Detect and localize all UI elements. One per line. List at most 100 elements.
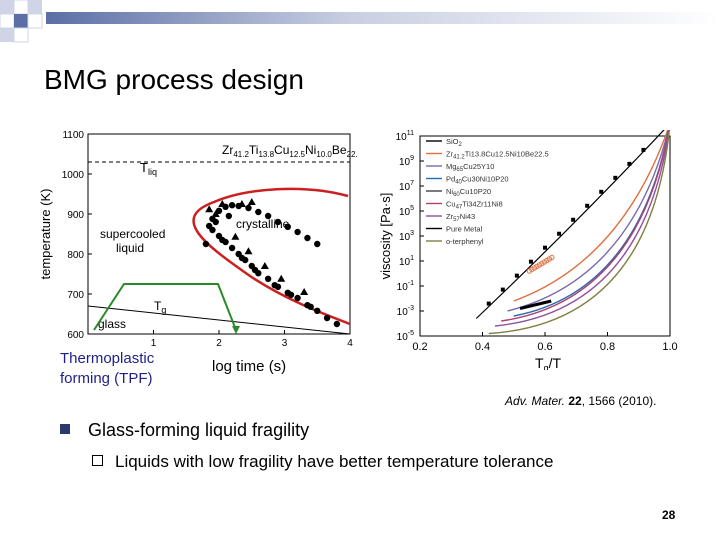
tliq-label: Tliq <box>140 160 157 177</box>
zr-marker <box>549 254 555 261</box>
ttt-ytick-label: 800 <box>67 250 84 261</box>
ttt-data-point <box>219 236 226 244</box>
legend-entry: SiO2 <box>446 137 463 148</box>
ttt-data-point <box>228 202 236 209</box>
alloy-subscript: 12.5 <box>289 150 305 159</box>
tpf-label-line2: forming (TPF) <box>60 370 153 387</box>
viscosity-curve <box>488 130 670 335</box>
sio2-marker <box>528 259 533 264</box>
sio2-marker <box>627 161 632 166</box>
supercooled-label-1: supercooled <box>100 227 165 241</box>
ttt-data-triangle <box>300 288 309 295</box>
tpf-path <box>93 283 237 331</box>
frag-xtick-label: 0.8 <box>600 341 615 353</box>
viscosity-curve <box>494 130 670 327</box>
ttt-data-point <box>264 275 272 282</box>
ttt-data-point <box>304 234 311 242</box>
bullet-1: Glass-forming liquid fragility <box>60 420 309 441</box>
frag-ytick-label: 107 <box>399 180 414 193</box>
ttt-xlabel-text: log time (s) <box>212 358 287 375</box>
bullet-2-text: Liquids with low fragility have better t… <box>115 452 554 471</box>
legend-entry: Zr57Ni43 <box>446 212 475 223</box>
tpf-label-line1: Thermoplastic <box>60 350 155 367</box>
ttt-data-triangle <box>247 198 256 205</box>
ttt-xtick-label: 1 <box>151 338 157 348</box>
ttt-ytick-label: 900 <box>67 210 84 221</box>
square-bullet-icon <box>60 424 70 435</box>
fragility-xlabel: Tg/T <box>535 355 561 370</box>
ttt-xtick-label: 3 <box>282 338 288 348</box>
ttt-data-point <box>274 218 282 226</box>
ttt-data-point <box>215 207 223 214</box>
alloy-subscript: 13.8 <box>258 150 274 159</box>
ttt-ylabel: temperature (K) <box>38 188 53 279</box>
legend-entry: o-terphenyl <box>446 237 484 246</box>
ttt-data-triangle <box>244 247 253 255</box>
tg-label: Tg <box>154 299 166 315</box>
ttt-ytick-label: 1000 <box>62 170 85 181</box>
ttt-data-point <box>212 218 219 226</box>
alloy-label: Zr41.2Ti13.8Cu12.5Ni10.0Be22.5 <box>222 143 358 159</box>
viscosity-curve <box>501 130 670 322</box>
frag-xtick-label: 1.0 <box>662 341 677 353</box>
sio2-marker <box>599 189 604 194</box>
glass-line <box>87 305 351 335</box>
alloy-subscript: 22.5 <box>347 150 358 159</box>
fragility-ylabel: viscosity [Pa·s] <box>378 193 393 280</box>
ttt-data-point <box>225 212 233 220</box>
crystalline-label: crystalline <box>236 217 290 231</box>
ttt-data-triangle <box>237 200 246 207</box>
ttt-data-triangle <box>205 205 214 213</box>
bullet-2: Liquids with low fragility have better t… <box>92 452 553 472</box>
ttt-data-point <box>209 226 216 234</box>
sio2-marker <box>486 301 491 306</box>
citation: Adv. Mater. 22, 1566 (2010). <box>505 394 656 408</box>
ttt-data-point <box>284 223 291 230</box>
pure-metal-segment <box>519 299 552 310</box>
alloy-element: Ni <box>305 143 316 157</box>
ttt-data-triangle <box>260 262 269 269</box>
sio2-marker <box>557 231 562 236</box>
ttt-data-point <box>314 240 321 248</box>
ttt-data-point <box>238 254 246 262</box>
frag-ytick-label: 1011 <box>396 130 414 143</box>
frag-ytick-label: 109 <box>399 155 414 168</box>
sio2-marker <box>585 203 590 208</box>
tpf-arrowhead <box>232 326 240 334</box>
ttt-data-point <box>287 291 295 298</box>
citation-journal: Adv. Mater. <box>505 394 566 408</box>
ttt-diagram: temperature (K) 1100 1000 900 800 700 600 1 2 3… <box>38 130 358 348</box>
ttt-data-point <box>202 240 210 248</box>
sio2-marker <box>543 245 547 250</box>
supercooled-label-2: liquid <box>116 241 144 255</box>
ttt-ytick-label: 700 <box>67 290 84 301</box>
alloy-element: Ti <box>249 143 259 157</box>
page-number: 28 <box>662 508 676 522</box>
ttt-data-triangle <box>277 274 286 282</box>
alloy-element: Be <box>332 143 347 157</box>
slide-title: BMG process design <box>44 64 304 95</box>
alloy-subscript: 10.0 <box>316 150 332 159</box>
legend-entry: Ni60Cu10P20 <box>446 187 491 198</box>
sio2-marker <box>641 147 646 152</box>
frag-ytick-label: 10-3 <box>397 305 414 318</box>
ttt-xtick-label: 4 <box>347 338 353 348</box>
ttt-data-point <box>251 266 259 274</box>
ttt-data-point <box>228 244 236 252</box>
glass-label: glass <box>98 317 126 331</box>
sio2-marker <box>514 273 519 278</box>
frag-xtick-label: 0.2 <box>412 341 427 353</box>
ttt-xtick-label: 2 <box>216 338 222 348</box>
ttt-ytick-label: 600 <box>67 330 84 341</box>
viscosity-curve <box>507 130 670 312</box>
citation-volume: 22 <box>568 394 582 408</box>
ttt-data-point <box>333 320 341 328</box>
sio2-marker <box>571 217 576 222</box>
ttt-data-point <box>294 294 301 302</box>
legend-entry: Zr41.2Ti13.8Cu12.5Ni10Be22.5 <box>446 150 549 161</box>
ttt-data-triangle <box>211 210 220 217</box>
frag-ytick-label: 10-1 <box>397 280 414 293</box>
legend-entry: Mg65Cu25Y10 <box>446 162 494 173</box>
ttt-data-point <box>314 307 321 314</box>
frag-ytick-label: 101 <box>399 255 414 268</box>
